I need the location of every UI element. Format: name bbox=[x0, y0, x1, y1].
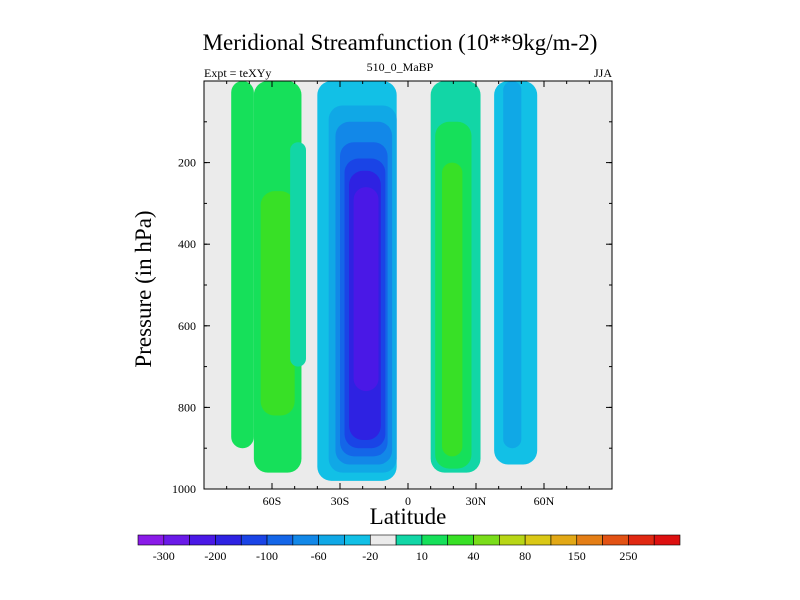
contour-region bbox=[503, 81, 522, 449]
colorbar-swatch bbox=[628, 534, 655, 546]
colorbar-label: -100 bbox=[256, 549, 278, 563]
colorbar-swatch bbox=[499, 534, 526, 546]
x-tick-label: 30N bbox=[466, 494, 487, 508]
y-tick-label: 1000 bbox=[172, 482, 196, 496]
season-label: JJA bbox=[593, 66, 612, 80]
contour-region bbox=[353, 187, 379, 392]
x-tick-label: 60N bbox=[534, 494, 555, 508]
colorbar-swatch bbox=[344, 534, 371, 546]
y-tick-label: 400 bbox=[178, 237, 196, 251]
colorbar-label: -300 bbox=[153, 549, 175, 563]
colorbar-swatch bbox=[189, 534, 216, 546]
colorbar-swatch bbox=[473, 534, 500, 546]
colorbar-label: 150 bbox=[568, 549, 586, 563]
colorbar-label: -200 bbox=[204, 549, 226, 563]
colorbar-swatch bbox=[369, 534, 397, 546]
chart-title: Meridional Streamfunction (10**9kg/m-2) bbox=[202, 30, 598, 55]
colorbar-swatch bbox=[137, 534, 165, 546]
colorbar-swatch bbox=[550, 534, 578, 546]
x-tick-label: 60S bbox=[263, 494, 282, 508]
experiment-label: Expt = teXYy bbox=[204, 66, 272, 80]
contour-region bbox=[442, 162, 463, 457]
colorbar-swatch bbox=[602, 534, 629, 546]
colorbar-swatch bbox=[318, 534, 345, 546]
colorbar-swatch bbox=[215, 534, 242, 546]
y-tick-label: 600 bbox=[178, 319, 196, 333]
x-tick-label: 30S bbox=[331, 494, 350, 508]
contour-region bbox=[231, 81, 254, 449]
colorbar-swatch bbox=[266, 534, 294, 546]
colorbar-label: 10 bbox=[416, 549, 428, 563]
time-label: 510_0_MaBP bbox=[366, 60, 434, 74]
colorbar-swatch bbox=[292, 534, 319, 546]
colorbar-swatch bbox=[447, 534, 474, 546]
colorbar-label: 250 bbox=[619, 549, 637, 563]
y-tick-label: 800 bbox=[178, 400, 196, 414]
contour-region bbox=[290, 142, 306, 367]
colorbar-swatch bbox=[240, 534, 268, 546]
colorbar-swatch bbox=[395, 534, 423, 546]
colorbar-label: -60 bbox=[311, 549, 327, 563]
colorbar-swatch bbox=[163, 534, 190, 546]
colorbar-swatch bbox=[524, 534, 552, 546]
x-tick-label: 0 bbox=[405, 494, 411, 508]
colorbar-label: -20 bbox=[362, 549, 378, 563]
x-axis-label: Latitude bbox=[369, 504, 447, 529]
colorbar-label: 40 bbox=[468, 549, 480, 563]
colorbar-swatch bbox=[421, 534, 449, 546]
contour-region bbox=[260, 191, 295, 416]
colorbar-swatch bbox=[653, 534, 681, 546]
y-tick-label: 200 bbox=[178, 156, 196, 170]
colorbar-swatch bbox=[576, 534, 603, 546]
colorbar-label: 80 bbox=[519, 549, 531, 563]
